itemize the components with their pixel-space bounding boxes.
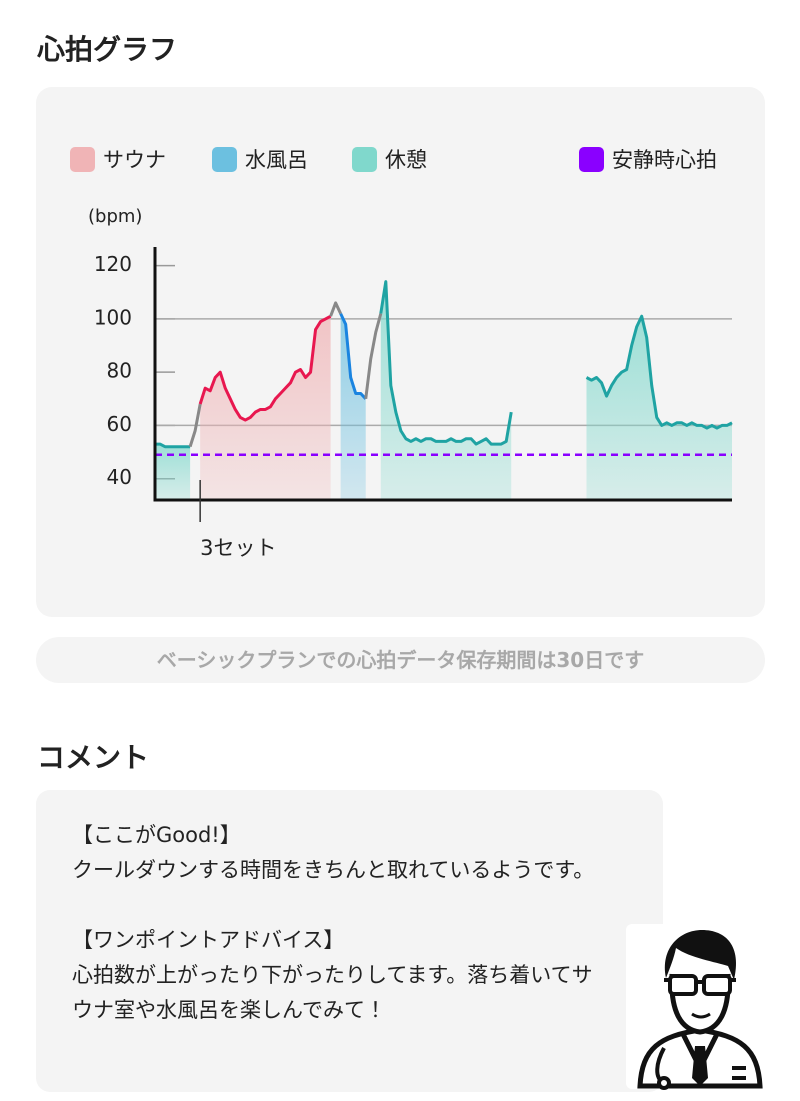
area: [586, 316, 732, 500]
legend-swatch: [352, 147, 377, 172]
legend-label: 水風呂: [245, 148, 308, 172]
comment-line: 心拍数が上がったり下がったりしてます。落ち着いてサウナ室や水風呂を楽しんでみて！: [72, 963, 593, 1022]
legend-swatch: [579, 147, 604, 172]
notice: ベーシックプランでの心拍データ保存期間は30日です: [36, 637, 765, 683]
area: [340, 313, 366, 500]
y-tick-label: 80: [107, 359, 132, 383]
line: [339, 312, 367, 400]
legend-label: 休憩: [385, 148, 427, 172]
comment-line: 【ワンポイントアドバイス】: [72, 928, 345, 952]
section-title: コメント: [37, 741, 150, 774]
legend-swatch: [212, 147, 237, 172]
legend-label: サウナ: [103, 148, 166, 172]
line: [155, 280, 733, 449]
annotation: 3セット: [200, 536, 276, 560]
legend-label: 安静時心拍: [612, 148, 717, 172]
legend-swatch: [70, 147, 95, 172]
y-tick-label: 100: [94, 305, 132, 329]
y-tick-label: 120: [94, 252, 132, 276]
comment-box: [36, 790, 663, 1092]
line: [188, 301, 383, 448]
comment-paragraph: 【ここがGood!】クールダウンする時間をきちんと取れているようです。: [72, 818, 602, 888]
chart: サウナ 水風呂 休憩 安静時心拍 (bpm) 40 60 80 100 120 3セット: [70, 147, 733, 560]
doctor-icon: [626, 924, 774, 1090]
y-tick-label: 40: [107, 465, 132, 489]
area: [380, 281, 512, 500]
comment-line: 【ここがGood!】: [72, 823, 241, 847]
comment-text: 【ここがGood!】 クールダウンする時間をきちんと取れているようです。 【ワンポイ…: [72, 818, 602, 1063]
section-title: 心拍グラフ: [37, 33, 178, 66]
comment-paragraph: 【ワンポイントアドバイス】心拍数が上がったり下がったりしてます。落ち着いてサウナ…: [72, 923, 602, 1028]
comment-line: クールダウンする時間をきちんと取れているようです。: [72, 858, 595, 882]
line: [198, 314, 332, 422]
y-axis-label: (bpm): [88, 206, 142, 227]
y-tick-label: 60: [107, 412, 132, 436]
area: [155, 444, 191, 500]
